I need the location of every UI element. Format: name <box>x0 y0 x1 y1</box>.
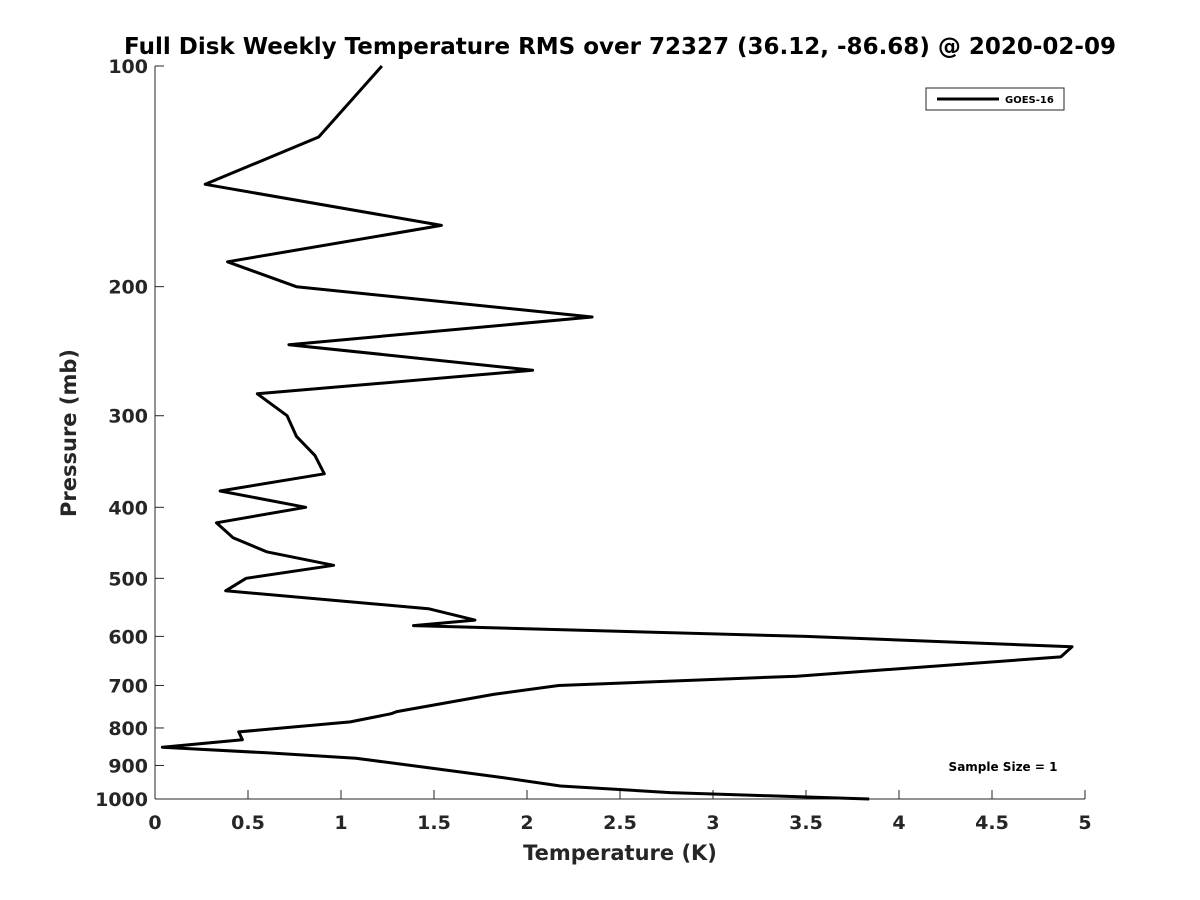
y-tick-label: 300 <box>108 406 148 428</box>
x-tick-label: 1.5 <box>417 812 451 834</box>
x-tick-label: 2 <box>520 812 533 834</box>
x-tick-label: 4.5 <box>975 812 1009 834</box>
x-axis-label: Temperature (K) <box>523 841 717 865</box>
x-axis-ticks: 0 0.5 1 1.5 2 2.5 3 3.5 4 4.5 5 <box>148 790 1092 834</box>
x-tick-label: 1 <box>334 812 347 834</box>
y-tick-label: 600 <box>108 626 148 648</box>
x-tick-label: 2.5 <box>603 812 637 834</box>
y-tick-label: 400 <box>108 497 148 519</box>
x-tick-label: 3 <box>706 812 719 834</box>
chart-title: Full Disk Weekly Temperature RMS over 72… <box>124 34 1116 60</box>
y-tick-label: 700 <box>108 675 148 697</box>
y-axis-label: Pressure (mb) <box>57 349 81 517</box>
x-tick-label: 3.5 <box>789 812 823 834</box>
x-tick-label: 5 <box>1078 812 1091 834</box>
y-tick-label: 900 <box>108 755 148 777</box>
x-tick-label: 0.5 <box>231 812 265 834</box>
y-tick-label: 1000 <box>95 789 148 811</box>
series-line-0 <box>160 65 1074 801</box>
legend: GOES-16 <box>925 87 1065 111</box>
x-tick-label: 0 <box>148 812 161 834</box>
series-lines <box>160 65 1074 801</box>
sample-size-annotation: Sample Size = 1 <box>949 760 1058 774</box>
y-tick-label: 200 <box>108 277 148 299</box>
y-tick-label: 500 <box>108 568 148 590</box>
y-tick-label: 100 <box>108 56 148 78</box>
y-tick-label: 800 <box>108 718 148 740</box>
y-axis-ticks: 100 200 300 400 500 600 700 800 900 1000 <box>95 56 164 811</box>
x-tick-label: 4 <box>892 812 905 834</box>
legend-label: GOES-16 <box>1005 95 1054 106</box>
